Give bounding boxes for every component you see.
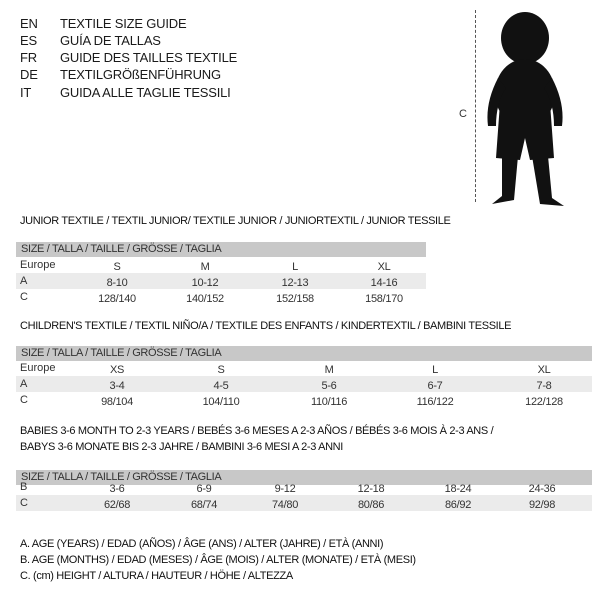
babies-cell: 86/92 <box>444 499 472 511</box>
language-code: FR <box>20 50 37 65</box>
babies-cell: 3-6 <box>109 483 125 495</box>
babies-cell: 62/68 <box>103 499 131 511</box>
junior-cell: 14-16 <box>370 277 398 289</box>
babies-row-label: B <box>20 481 28 493</box>
children-cell: 98/104 <box>101 396 133 408</box>
children-cell: 104/110 <box>202 396 240 408</box>
junior-cell: 10-12 <box>191 277 219 289</box>
junior-cell: 128/140 <box>98 293 136 305</box>
children-row-label: A <box>20 378 28 390</box>
babies-cell: 74/80 <box>271 499 299 511</box>
junior-cell: 140/152 <box>186 293 224 305</box>
junior-section-title: JUNIOR TEXTILE / TEXTIL JUNIOR/ TEXTILE … <box>20 215 451 227</box>
children-cell: 116/122 <box>416 396 454 408</box>
children-section-title: CHILDREN'S TEXTILE / TEXTIL NIÑO/A / TEX… <box>20 320 512 332</box>
children-cell: S <box>217 364 225 376</box>
junior-cell: L <box>292 261 298 273</box>
legend-note: C. (cm) HEIGHT / ALTURA / HAUTEUR / HÖHE… <box>20 570 293 582</box>
children-cell: 3-4 <box>109 380 125 392</box>
babies-cell: 18-24 <box>444 483 472 495</box>
height-measure-line <box>475 10 476 202</box>
babies-cell: 12-18 <box>357 483 385 495</box>
children-cell: 5-6 <box>321 380 337 392</box>
children-cell: XL <box>537 364 551 376</box>
language-code: EN <box>20 16 38 31</box>
title-text: GUIDE DES TAILLES TEXTILE <box>60 50 238 65</box>
babies-row-band <box>16 495 592 511</box>
children-cell: M <box>324 364 334 376</box>
child-silhouette-icon <box>487 12 564 206</box>
height-label: C <box>459 108 467 120</box>
language-code: ES <box>20 33 37 48</box>
children-cell: 7-8 <box>536 380 552 392</box>
junior-cell: 158/170 <box>365 293 403 305</box>
junior-cell: 152/158 <box>276 293 314 305</box>
children-size-header: SIZE / TALLA / TAILLE / GRÖSSE / TAGLIA <box>16 346 592 361</box>
title-text: TEXTILGRÖßENFÜHRUNG <box>60 67 221 82</box>
junior-row-label: Europe <box>20 259 56 271</box>
children-row-band <box>16 376 592 392</box>
junior-cell: 12-13 <box>281 277 309 289</box>
children-cell: 6-7 <box>427 380 443 392</box>
babies-size-header: SIZE / TALLA / TAILLE / GRÖSSE / TAGLIA <box>16 470 592 485</box>
children-row-label: C <box>20 394 28 406</box>
babies-cell: 6-9 <box>196 483 212 495</box>
junior-row-label: C <box>20 291 28 303</box>
junior-cell: M <box>200 261 210 273</box>
children-cell: 4-5 <box>213 380 229 392</box>
children-cell: 110/116 <box>310 396 348 408</box>
children-row-label: Europe <box>20 362 56 374</box>
babies-row-label: C <box>20 497 28 509</box>
children-cell: XS <box>109 364 125 376</box>
babies-cell: 68/74 <box>190 499 218 511</box>
junior-size-header: SIZE / TALLA / TAILLE / GRÖSSE / TAGLIA <box>16 242 426 257</box>
junior-cell: S <box>113 261 121 273</box>
language-code: DE <box>20 67 38 82</box>
children-cell: L <box>432 364 438 376</box>
title-text: GUÍA DE TALLAS <box>60 33 161 48</box>
children-cell: 122/128 <box>525 396 563 408</box>
title-text: GUIDA ALLE TAGLIE TESSILI <box>60 85 231 100</box>
junior-cell: XL <box>377 261 391 273</box>
babies-cell: 92/98 <box>528 499 556 511</box>
title-text: TEXTILE SIZE GUIDE <box>60 16 187 31</box>
babies-section-title: BABYS 3-6 MONATE BIS 2-3 JAHRE / BAMBINI… <box>20 441 343 453</box>
legend-note: A. AGE (YEARS) / EDAD (AÑOS) / ÂGE (ANS)… <box>20 538 384 550</box>
language-code: IT <box>20 85 32 100</box>
legend-note: B. AGE (MONTHS) / EDAD (MESES) / ÂGE (MO… <box>20 554 416 566</box>
junior-cell: 8-10 <box>106 277 128 289</box>
babies-cell: 24-36 <box>528 483 556 495</box>
babies-cell: 9-12 <box>274 483 296 495</box>
babies-cell: 80/86 <box>357 499 385 511</box>
babies-section-title: BABIES 3-6 MONTH TO 2-3 YEARS / BEBÉS 3-… <box>20 425 494 437</box>
junior-row-band <box>16 273 426 289</box>
junior-row-label: A <box>20 275 28 287</box>
